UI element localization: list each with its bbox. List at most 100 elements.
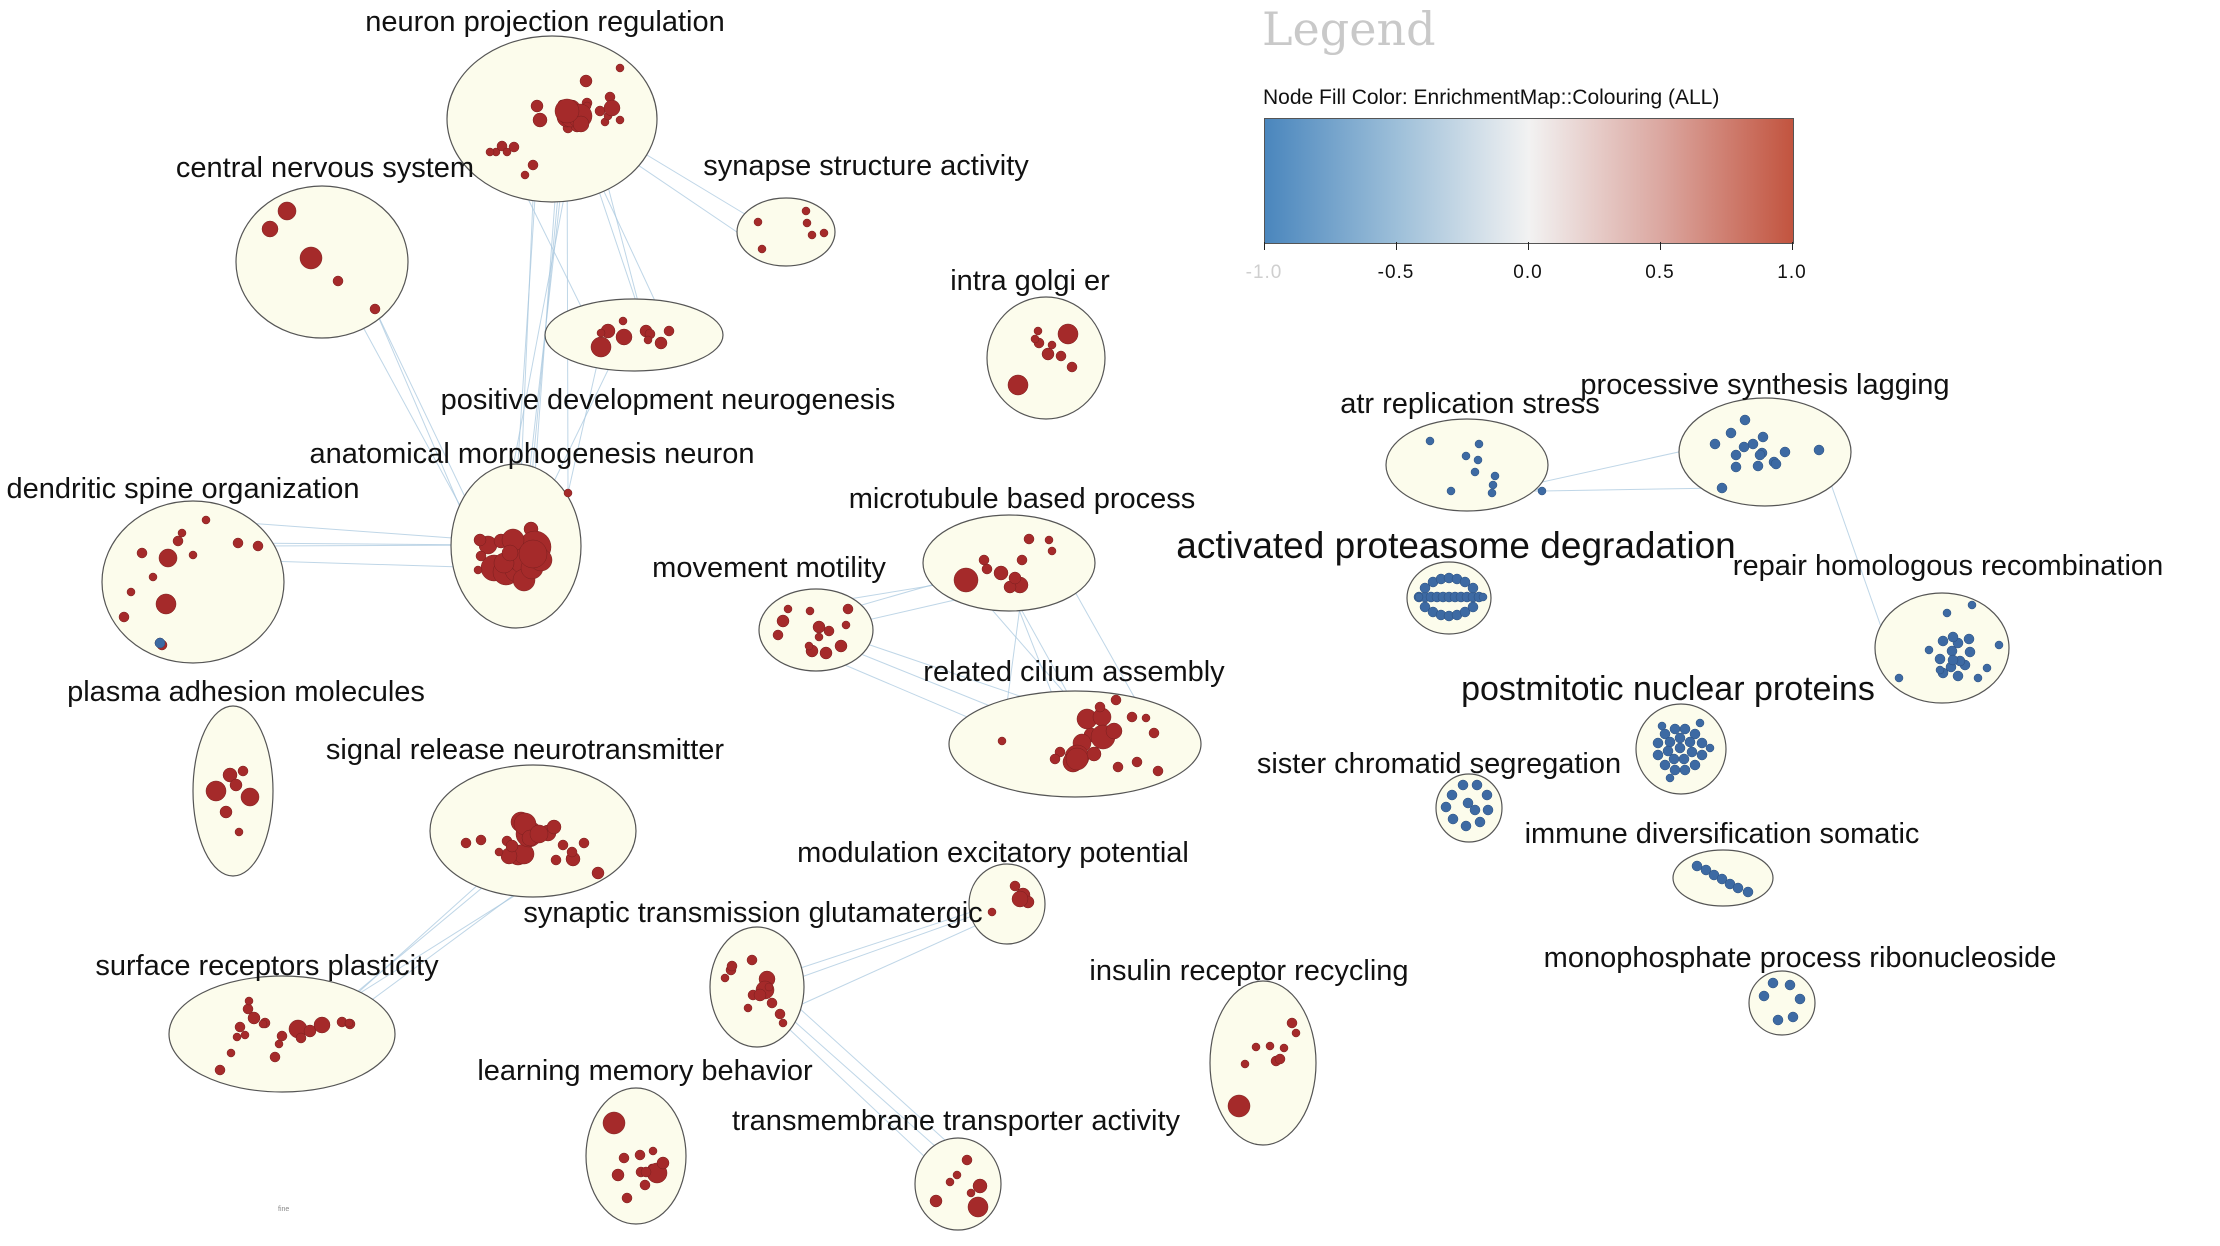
gene-set-node[interactable]: [1251, 1042, 1261, 1052]
gene-set-node[interactable]: [966, 1188, 976, 1198]
gene-set-node[interactable]: [929, 1194, 943, 1208]
gene-set-node[interactable]: [746, 954, 758, 966]
gene-set-node[interactable]: [1758, 990, 1770, 1002]
gene-set-node[interactable]: [1779, 446, 1791, 458]
gene-set-node[interactable]: [1747, 438, 1759, 450]
gene-set-node[interactable]: [812, 620, 826, 634]
gene-set-node[interactable]: [1784, 979, 1796, 991]
gene-set-node[interactable]: [508, 141, 520, 153]
gene-set-node[interactable]: [1691, 860, 1703, 872]
gene-set-node[interactable]: [118, 611, 130, 623]
cluster-bubble-plasma-adhesion-molecules[interactable]: [192, 705, 274, 877]
gene-set-node[interactable]: [554, 98, 580, 124]
gene-set-node[interactable]: [1461, 451, 1471, 461]
gene-set-node[interactable]: [557, 839, 569, 851]
gene-set-node[interactable]: [978, 554, 990, 566]
gene-set-node[interactable]: [1467, 601, 1479, 613]
gene-set-node[interactable]: [1112, 761, 1124, 773]
gene-set-node[interactable]: [1678, 753, 1690, 765]
gene-set-node[interactable]: [1481, 789, 1493, 801]
gene-set-node[interactable]: [1419, 582, 1431, 594]
gene-set-node[interactable]: [1482, 804, 1494, 816]
gene-set-node[interactable]: [952, 1170, 962, 1180]
gene-set-node[interactable]: [501, 544, 519, 562]
gene-set-node[interactable]: [1419, 601, 1431, 613]
gene-set-node[interactable]: [805, 606, 815, 616]
gene-set-node[interactable]: [1730, 449, 1742, 461]
gene-set-node[interactable]: [615, 328, 633, 346]
gene-set-node[interactable]: [188, 550, 198, 560]
gene-set-node[interactable]: [1794, 993, 1806, 1005]
gene-set-node[interactable]: [726, 960, 738, 972]
gene-set-node[interactable]: [801, 206, 811, 216]
gene-set-node[interactable]: [1716, 482, 1728, 494]
gene-set-node[interactable]: [648, 1146, 658, 1156]
gene-set-node[interactable]: [1094, 701, 1106, 713]
gene-set-node[interactable]: [961, 1154, 973, 1166]
gene-set-node[interactable]: [1265, 1041, 1275, 1051]
gene-set-node[interactable]: [1686, 746, 1698, 758]
gene-set-node[interactable]: [640, 1166, 652, 1178]
gene-set-node[interactable]: [1754, 449, 1766, 461]
gene-set-node[interactable]: [299, 246, 323, 270]
gene-set-node[interactable]: [1086, 746, 1102, 762]
cluster-bubble-central-nervous-system[interactable]: [235, 185, 409, 339]
gene-set-node[interactable]: [1240, 1059, 1250, 1069]
gene-set-node[interactable]: [1044, 535, 1054, 545]
gene-set-node[interactable]: [1674, 742, 1686, 754]
gene-set-node[interactable]: [232, 537, 244, 549]
gene-set-node[interactable]: [1662, 745, 1674, 757]
gene-set-node[interactable]: [596, 328, 606, 338]
gene-set-node[interactable]: [993, 565, 1009, 581]
gene-set-node[interactable]: [1716, 873, 1728, 885]
gene-set-node[interactable]: [1964, 646, 1976, 658]
gene-set-node[interactable]: [643, 335, 653, 345]
gene-set-node[interactable]: [1664, 736, 1676, 748]
gene-set-node[interactable]: [234, 827, 244, 837]
gene-set-node[interactable]: [814, 632, 824, 642]
gene-set-node[interactable]: [1739, 414, 1751, 426]
gene-set-node[interactable]: [1016, 554, 1028, 566]
gene-set-node[interactable]: [502, 147, 512, 157]
gene-set-node[interactable]: [234, 1021, 246, 1033]
gene-set-node[interactable]: [158, 548, 178, 568]
gene-set-node[interactable]: [819, 646, 833, 660]
gene-set-node[interactable]: [1994, 640, 2004, 650]
gene-set-node[interactable]: [1148, 727, 1160, 739]
gene-set-node[interactable]: [1008, 571, 1022, 585]
gene-set-node[interactable]: [804, 641, 814, 651]
gene-set-node[interactable]: [1934, 653, 1946, 665]
gene-set-node[interactable]: [460, 837, 472, 849]
gene-set-node[interactable]: [1947, 654, 1959, 666]
gene-set-node[interactable]: [1659, 759, 1671, 771]
gene-set-node[interactable]: [496, 140, 508, 152]
gene-set-node[interactable]: [720, 973, 730, 983]
gene-set-node[interactable]: [579, 74, 593, 88]
gene-set-node[interactable]: [776, 614, 790, 628]
gene-set-node[interactable]: [591, 866, 605, 880]
gene-set-node[interactable]: [1446, 486, 1456, 496]
gene-set-node[interactable]: [602, 1111, 626, 1135]
gene-set-node[interactable]: [1679, 764, 1691, 776]
gene-set-node[interactable]: [656, 1156, 670, 1170]
gene-set-node[interactable]: [1049, 753, 1061, 765]
gene-set-node[interactable]: [532, 112, 548, 128]
gene-set-node[interactable]: [1787, 1011, 1799, 1023]
gene-set-node[interactable]: [148, 572, 158, 582]
gene-set-node[interactable]: [1488, 480, 1498, 490]
gene-set-node[interactable]: [232, 1032, 242, 1042]
gene-set-node[interactable]: [1478, 592, 1488, 602]
gene-set-node[interactable]: [578, 837, 590, 849]
gene-set-node[interactable]: [778, 1018, 788, 1028]
gene-set-node[interactable]: [1952, 670, 1964, 682]
gene-set-node[interactable]: [967, 1196, 989, 1218]
gene-set-node[interactable]: [774, 1008, 786, 1020]
gene-set-node[interactable]: [764, 982, 774, 992]
gene-set-node[interactable]: [766, 997, 778, 1009]
gene-set-node[interactable]: [654, 336, 668, 350]
gene-set-node[interactable]: [295, 1032, 307, 1044]
gene-set-node[interactable]: [475, 834, 487, 846]
gene-set-node[interactable]: [981, 563, 993, 575]
gene-set-node[interactable]: [261, 220, 279, 238]
gene-set-node[interactable]: [1467, 582, 1479, 594]
